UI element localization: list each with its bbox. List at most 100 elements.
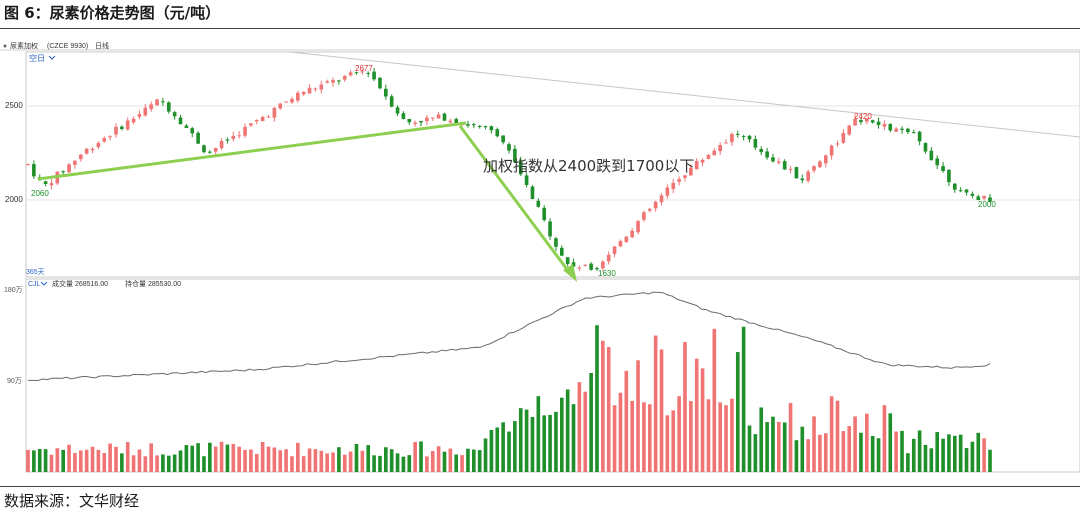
- candle-body: [518, 160, 523, 175]
- volume-bar: [800, 426, 805, 472]
- volume-bar: [847, 426, 852, 472]
- indicator-menu[interactable]: CJL: [28, 281, 41, 288]
- candle-body: [988, 197, 992, 202]
- volume-bar: [389, 449, 394, 472]
- candle-body: [589, 263, 593, 270]
- candle-body: [712, 150, 717, 156]
- volume-bar: [337, 447, 341, 472]
- candle-body: [595, 268, 599, 270]
- price-volume-chart[interactable]: 尿素加权 (CZCE 9930) 日线 空日 2500 2000 2677 20…: [0, 30, 1080, 485]
- candle-body: [419, 120, 423, 123]
- candle-body: [260, 117, 265, 122]
- volume-bars: [26, 325, 992, 472]
- volume-bar: [55, 448, 60, 472]
- volume-bar: [489, 430, 494, 472]
- volume-bar: [548, 414, 552, 472]
- price-panel: [25, 51, 1080, 278]
- candle-body: [730, 133, 734, 143]
- candle-body: [647, 208, 652, 211]
- volume-bar: [612, 405, 617, 472]
- candle-body: [671, 182, 676, 190]
- volume-bar: [976, 432, 981, 472]
- volume-bar: [536, 396, 541, 472]
- instrument-name: 尿素加权: [10, 41, 38, 50]
- candle-body: [865, 118, 869, 122]
- candle-body: [43, 181, 48, 184]
- candle-body: [906, 128, 910, 133]
- candle-body: [249, 123, 253, 126]
- volume-bar: [888, 413, 893, 472]
- chevron-down-icon[interactable]: [40, 281, 48, 286]
- candle-body: [78, 154, 83, 160]
- candle-body: [571, 262, 576, 267]
- last-low-label: 2000: [978, 200, 996, 209]
- candle-body: [507, 144, 511, 151]
- volume-bar: [859, 432, 863, 472]
- menu-dot-icon[interactable]: [3, 44, 7, 48]
- volume-bar: [272, 447, 277, 472]
- volume-bar: [624, 370, 629, 472]
- volume-bar: [794, 440, 799, 472]
- figure-title: 图 6：尿素价格走势图（元/吨）: [4, 4, 221, 22]
- candle-body: [900, 128, 904, 130]
- open-interest-line: [28, 291, 991, 382]
- candle-body: [149, 104, 153, 110]
- candle-body: [90, 148, 95, 151]
- volume-bar: [184, 445, 189, 472]
- candle-body: [73, 160, 77, 165]
- volume-bar: [753, 434, 758, 472]
- candle-body: [225, 139, 230, 141]
- candle-body: [325, 81, 329, 83]
- candle-body: [794, 167, 799, 179]
- candle-body: [26, 164, 30, 166]
- volume-bar: [689, 401, 693, 472]
- candle-body: [894, 128, 898, 132]
- volume-bar: [777, 421, 781, 472]
- candle-body: [290, 98, 294, 103]
- volume-bar: [96, 449, 101, 472]
- volume-bar: [61, 449, 66, 472]
- top-rule: [0, 28, 1080, 29]
- start-low-label: 2060: [31, 189, 49, 198]
- candle-body: [700, 159, 705, 163]
- volume-bar: [260, 441, 265, 472]
- period-menu[interactable]: 空日: [29, 53, 45, 63]
- candle-body: [313, 88, 318, 90]
- volume-bar: [642, 402, 646, 472]
- chevron-down-icon[interactable]: [48, 55, 56, 60]
- volume-bar: [812, 416, 816, 472]
- candle-body: [266, 116, 271, 118]
- candle-body: [477, 125, 482, 127]
- volume-bar: [706, 399, 711, 472]
- candle-body: [278, 103, 283, 109]
- candle-body: [800, 178, 805, 181]
- volume-bar: [249, 449, 253, 472]
- candle-body: [143, 107, 148, 116]
- candle-body: [196, 132, 200, 144]
- volume-bar: [307, 448, 312, 472]
- candle-body: [137, 114, 142, 117]
- volume-bar: [202, 456, 206, 472]
- days-label: 365天: [26, 268, 45, 276]
- volume-bar: [442, 451, 447, 472]
- candle-body: [941, 166, 945, 172]
- volume-bar: [208, 442, 212, 472]
- volume-bar: [911, 438, 916, 472]
- candle-body: [155, 99, 159, 106]
- volume-bar: [225, 444, 230, 472]
- candle-body: [636, 221, 640, 233]
- volume-panel: [25, 278, 1080, 473]
- candle-body: [853, 119, 857, 126]
- volume-bar: [941, 438, 945, 472]
- candle-body: [319, 84, 324, 90]
- bottom-label: 1630: [598, 269, 616, 278]
- candle-body: [513, 148, 517, 162]
- volume-bar: [530, 416, 535, 472]
- volume-bar: [853, 416, 857, 472]
- volume-bar: [342, 454, 347, 472]
- volume-bar: [818, 434, 822, 472]
- volume-bar: [947, 434, 951, 472]
- volume-bar: [448, 448, 453, 472]
- period-label[interactable]: 日线: [95, 41, 109, 50]
- candle-body: [407, 118, 412, 123]
